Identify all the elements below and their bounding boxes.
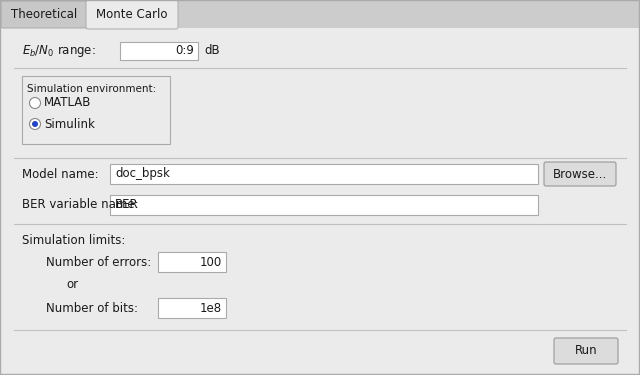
- Text: 100: 100: [200, 255, 222, 268]
- Text: MATLAB: MATLAB: [44, 96, 92, 109]
- Text: Theoretical: Theoretical: [11, 8, 77, 21]
- Circle shape: [29, 98, 40, 108]
- Text: Model name:: Model name:: [22, 168, 99, 180]
- Text: $E_b/N_0$ range:: $E_b/N_0$ range:: [22, 43, 96, 59]
- FancyBboxPatch shape: [158, 298, 226, 318]
- Text: 1e8: 1e8: [200, 302, 222, 315]
- Text: Run: Run: [575, 345, 597, 357]
- Text: 0:9: 0:9: [175, 45, 194, 57]
- FancyBboxPatch shape: [554, 338, 618, 364]
- Text: or: or: [66, 279, 78, 291]
- Text: Simulation environment:: Simulation environment:: [27, 84, 156, 94]
- Text: Number of errors:: Number of errors:: [46, 255, 151, 268]
- Circle shape: [32, 121, 38, 127]
- Text: Browse...: Browse...: [553, 168, 607, 180]
- Text: Simulink: Simulink: [44, 117, 95, 130]
- Bar: [0, 0, 640, 28]
- FancyBboxPatch shape: [120, 42, 198, 60]
- FancyBboxPatch shape: [1, 1, 87, 28]
- FancyBboxPatch shape: [22, 76, 170, 144]
- Text: BER: BER: [115, 198, 139, 211]
- FancyBboxPatch shape: [158, 252, 226, 272]
- Text: Number of bits:: Number of bits:: [46, 302, 138, 315]
- Text: BER variable name:: BER variable name:: [22, 198, 139, 211]
- FancyBboxPatch shape: [110, 195, 538, 215]
- FancyBboxPatch shape: [544, 162, 616, 186]
- Text: Simulation limits:: Simulation limits:: [22, 234, 125, 246]
- FancyBboxPatch shape: [86, 0, 178, 29]
- Text: dB: dB: [204, 45, 220, 57]
- Circle shape: [29, 118, 40, 129]
- Text: Monte Carlo: Monte Carlo: [96, 8, 168, 21]
- FancyBboxPatch shape: [110, 164, 538, 184]
- Text: doc_bpsk: doc_bpsk: [115, 168, 170, 180]
